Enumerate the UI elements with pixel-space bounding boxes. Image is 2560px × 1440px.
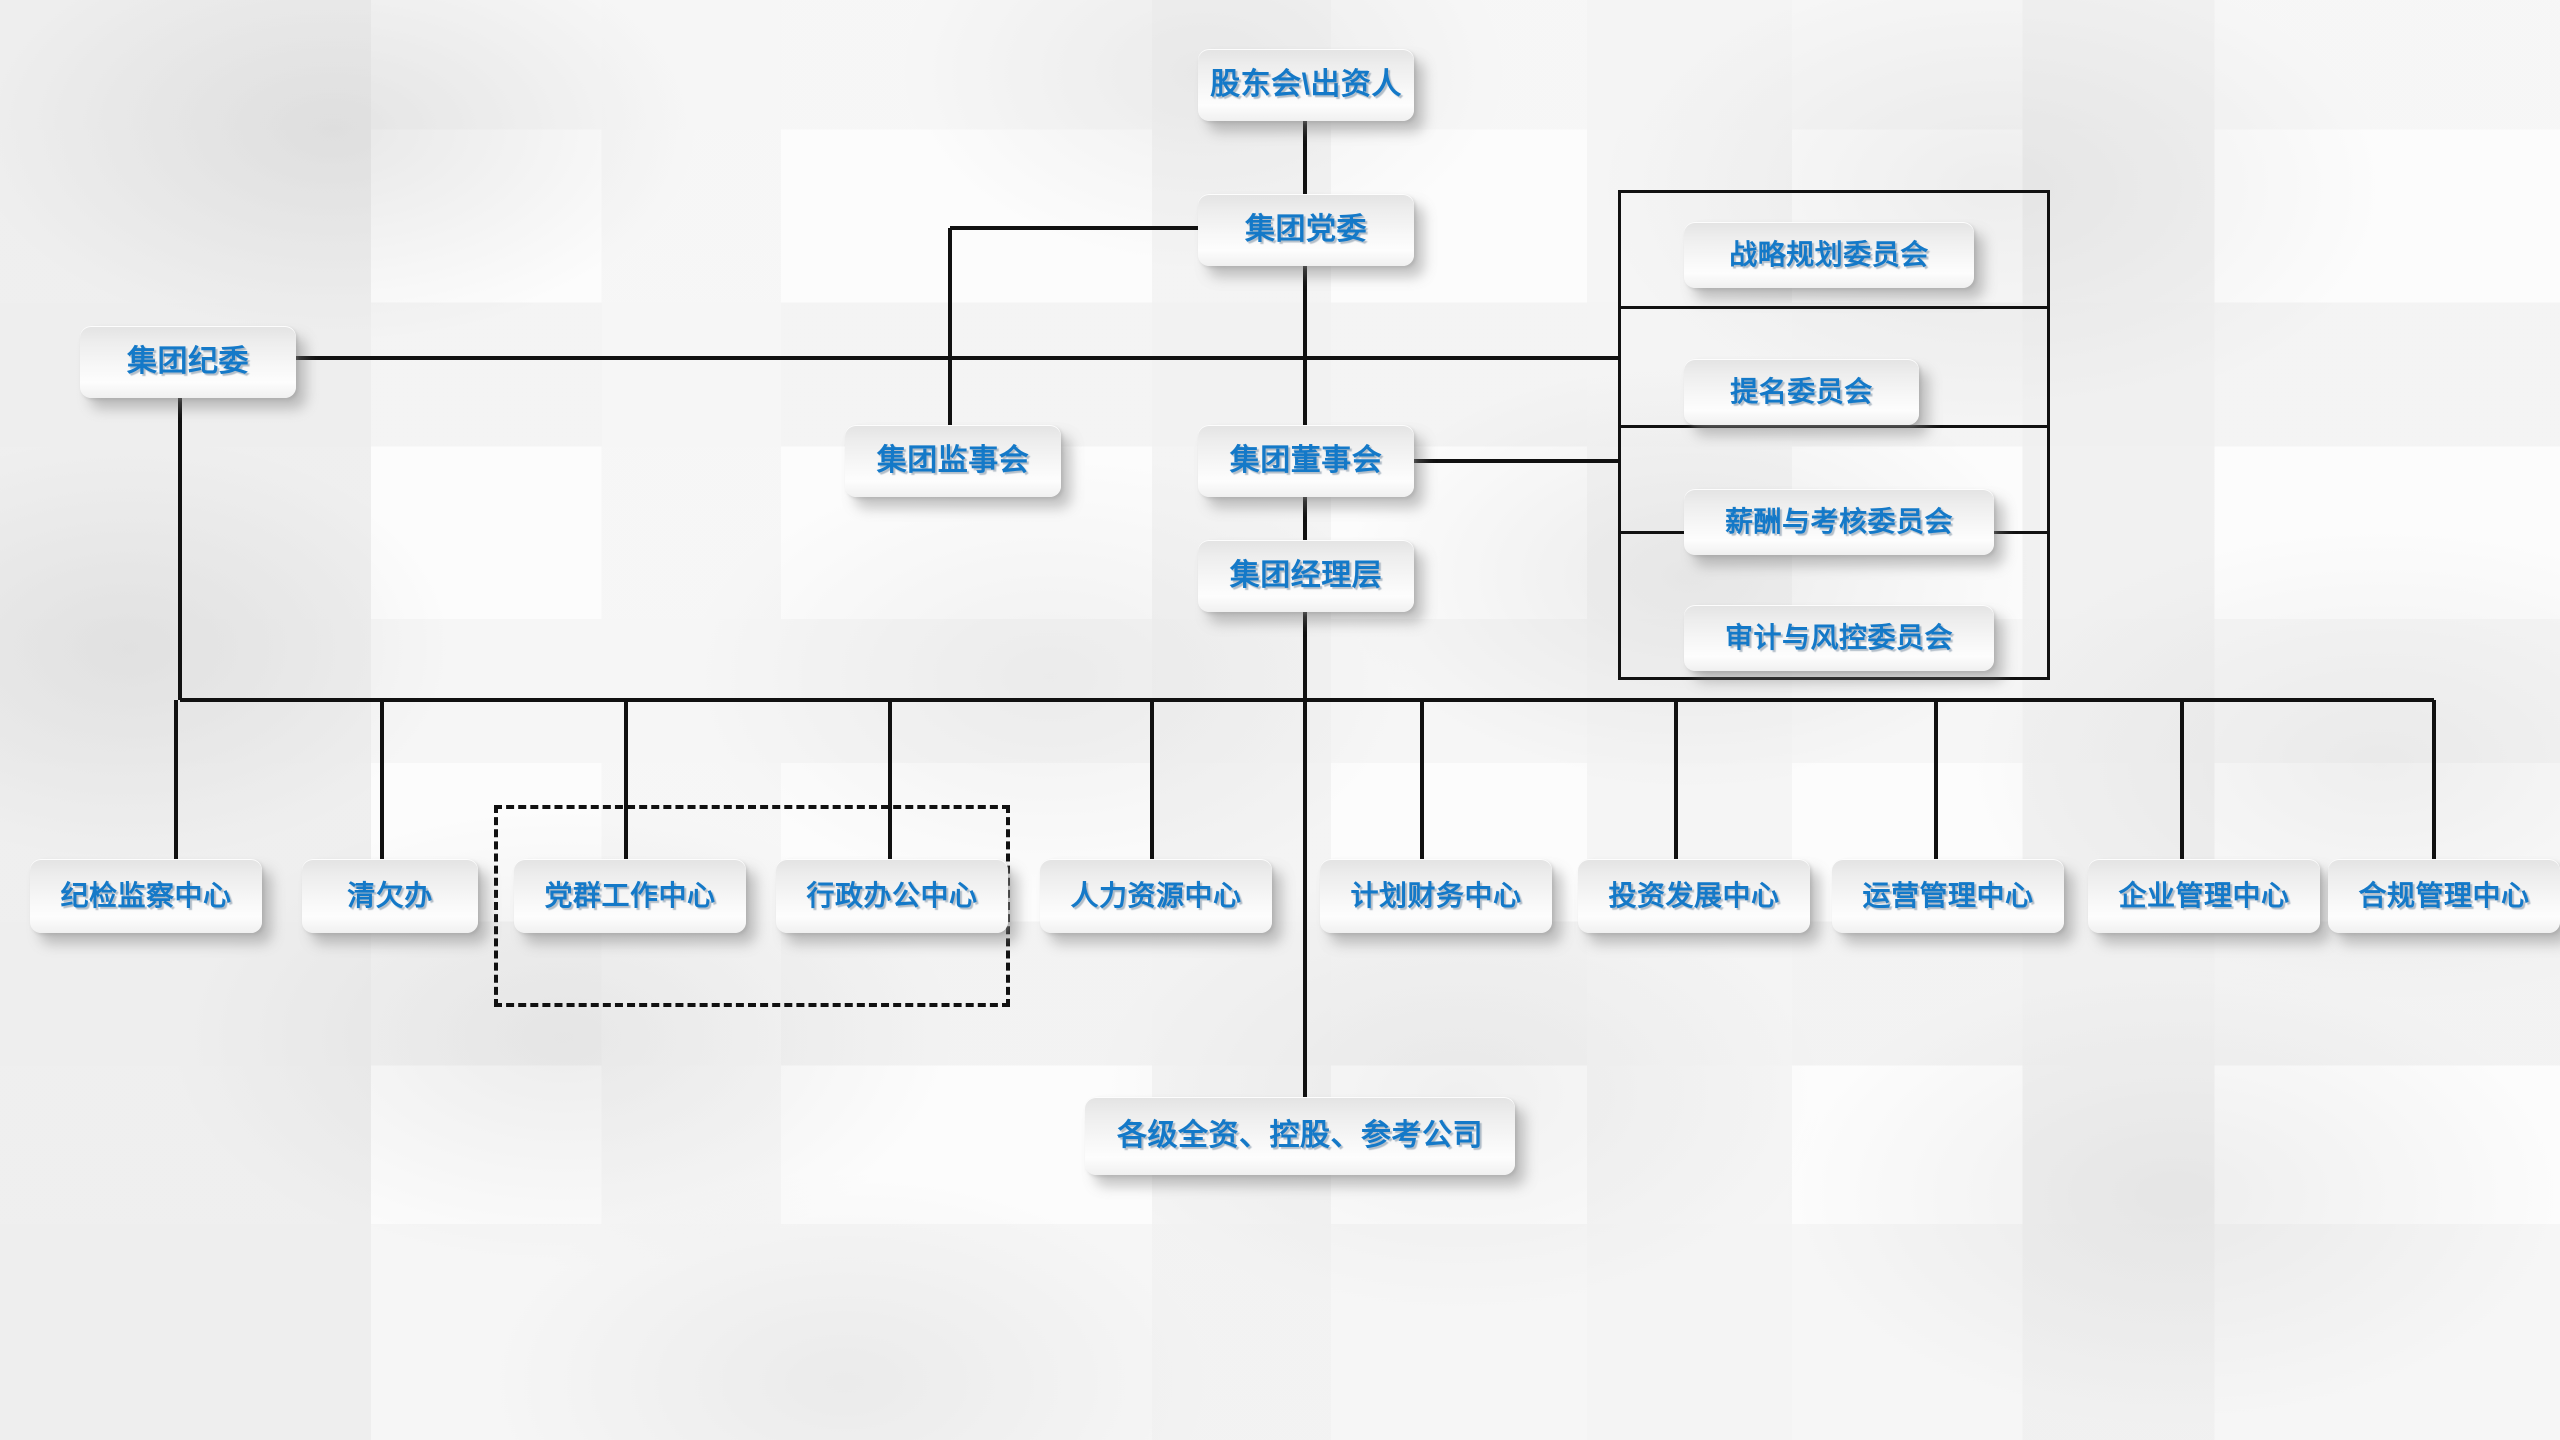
node-board-of-directors-label: 集团董事会 [1229, 444, 1383, 477]
node-department-3[interactable]: 党群工作中心 [514, 859, 746, 933]
node-department-6-label: 计划财务中心 [1350, 880, 1522, 911]
node-department-8-label: 运营管理中心 [1862, 880, 2034, 911]
node-department-4[interactable]: 行政办公中心 [776, 859, 1008, 933]
node-department-5-label: 人力资源中心 [1070, 880, 1242, 911]
node-department-9-label: 企业管理中心 [2118, 880, 2290, 911]
node-department-2[interactable]: 清欠办 [302, 859, 478, 933]
node-committee-1[interactable]: 战略规划委员会 [1684, 222, 1974, 288]
node-supervisory-board-label: 集团监事会 [876, 444, 1030, 477]
node-department-1[interactable]: 纪检监察中心 [30, 859, 262, 933]
node-shareholders[interactable]: 股东会\出资人 [1198, 49, 1414, 121]
node-subsidiaries-label: 各级全资、控股、参考公司 [1117, 1119, 1483, 1152]
node-department-4-label: 行政办公中心 [806, 880, 978, 911]
committee-divider-2 [1621, 425, 2047, 428]
node-committee-1-label: 战略规划委员会 [1729, 239, 1929, 270]
node-committee-2[interactable]: 提名委员会 [1684, 359, 1919, 425]
node-department-8[interactable]: 运营管理中心 [1832, 859, 2064, 933]
node-shareholders-label: 股东会\出资人 [1210, 68, 1402, 101]
node-department-9[interactable]: 企业管理中心 [2088, 859, 2320, 933]
node-discipline-committee-label: 集团纪委 [127, 345, 249, 378]
node-committee-4-label: 审计与风控委员会 [1724, 622, 1953, 653]
node-committee-3-label: 薪酬与考核委员会 [1724, 506, 1953, 537]
node-party-committee-label: 集团党委 [1245, 213, 1367, 246]
node-board-of-directors[interactable]: 集团董事会 [1198, 425, 1414, 497]
node-department-7-label: 投资发展中心 [1608, 880, 1780, 911]
node-discipline-committee[interactable]: 集团纪委 [80, 326, 296, 398]
node-department-10-label: 合规管理中心 [2358, 880, 2530, 911]
node-committee-3[interactable]: 薪酬与考核委员会 [1684, 489, 1994, 555]
node-department-7[interactable]: 投资发展中心 [1578, 859, 1810, 933]
committee-divider-1 [1621, 306, 2047, 309]
node-management-layer[interactable]: 集团经理层 [1198, 540, 1414, 612]
node-supervisory-board[interactable]: 集团监事会 [845, 425, 1061, 497]
node-management-layer-label: 集团经理层 [1229, 559, 1383, 592]
node-department-1-label: 纪检监察中心 [60, 880, 232, 911]
node-subsidiaries[interactable]: 各级全资、控股、参考公司 [1085, 1097, 1515, 1175]
node-committee-4[interactable]: 审计与风控委员会 [1684, 605, 1994, 671]
node-department-2-label: 清欠办 [347, 880, 433, 911]
dashed-group-box [494, 805, 1010, 1007]
node-department-6[interactable]: 计划财务中心 [1320, 859, 1552, 933]
node-committee-2-label: 提名委员会 [1730, 376, 1873, 407]
node-party-committee[interactable]: 集团党委 [1198, 194, 1414, 266]
node-department-10[interactable]: 合规管理中心 [2328, 859, 2560, 933]
node-department-3-label: 党群工作中心 [544, 880, 716, 911]
node-department-5[interactable]: 人力资源中心 [1040, 859, 1272, 933]
